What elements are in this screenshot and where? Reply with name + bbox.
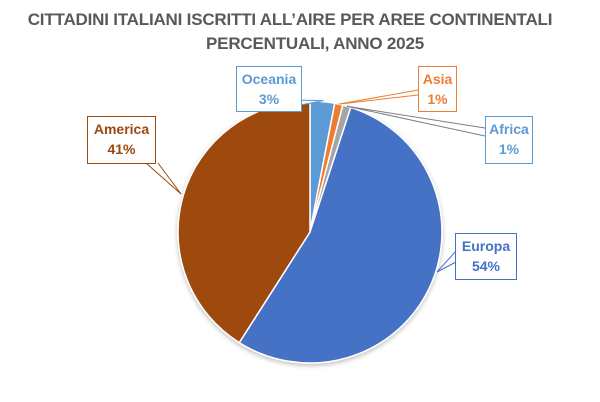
data-label-africa-name: Africa [489,121,529,137]
pie-slices [177,100,443,364]
leader-line-africa [346,105,486,137]
data-label-africa-value: 1% [498,141,520,157]
chart-title-line-2: PERCENTUALI, ANNO 2025 [206,34,424,53]
leader-line-asia [338,89,419,105]
data-label-asia-value: 1% [427,91,448,107]
data-label-oceania-value: 3% [258,91,280,107]
data-label-oceania-name: Oceania [241,71,297,87]
leader-line-america [145,162,182,195]
data-label-america-name: America [93,121,150,137]
leader-lines [145,89,486,273]
data-label-asia-name: Asia [422,71,453,87]
data-label-asia: Asia 1% [418,66,457,112]
leader-line-europa [436,250,457,273]
data-label-oceania: Oceania 3% [236,66,302,112]
data-label-africa: Africa 1% [485,116,533,164]
chart-title-line-1: CITTADINI ITALIANI ISCRITTI ALL’AIRE PER… [27,10,553,29]
chart-title: CITTADINI ITALIANI ISCRITTI ALL’AIRE PER… [0,8,600,56]
data-label-america: America 41% [87,116,156,164]
data-label-europa-value: 54% [471,258,501,274]
pie-slice-europa [238,106,443,364]
data-label-america-value: 41% [107,141,136,157]
data-label-europa: Europa 54% [455,233,517,280]
data-label-europa-name: Europa [461,238,511,254]
